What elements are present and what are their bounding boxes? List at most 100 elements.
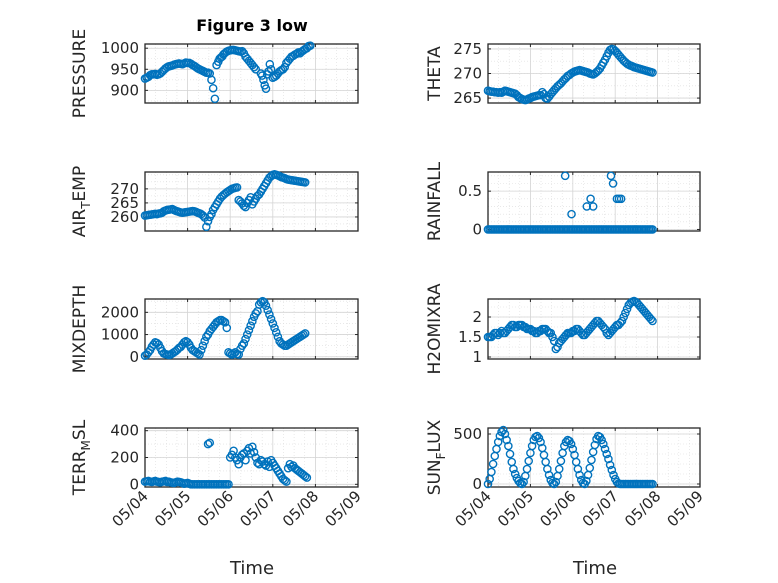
y-tick-label: 1.5	[458, 328, 482, 346]
data-point	[273, 332, 283, 342]
data-point	[266, 314, 276, 324]
data-point	[588, 202, 598, 211]
subplot-6: 1 1.5 2 H2OMIXRA	[425, 283, 701, 375]
y-axis-label: TERRMSL	[70, 419, 93, 496]
x-tick-label: 05/05	[494, 487, 537, 530]
data-point	[541, 457, 550, 467]
data-point	[619, 312, 628, 322]
y-axis-label-main: RAINFALL	[425, 161, 445, 241]
data-point	[241, 334, 250, 344]
data-point	[524, 456, 534, 466]
x-tick-label: 05/04	[452, 487, 495, 530]
y-tick-label: 900	[110, 81, 139, 99]
data-point	[527, 441, 537, 451]
subplot-4: 0 0.5 RAINFALL	[425, 161, 701, 241]
data-point	[582, 202, 592, 211]
data-point	[590, 440, 600, 450]
data-point	[488, 459, 498, 469]
series-markers	[140, 438, 312, 489]
x-axis-label-right: Time	[572, 558, 617, 579]
y-tick-label: 265	[110, 194, 139, 212]
data-point	[202, 222, 211, 232]
data-point	[575, 470, 584, 480]
data-point	[568, 444, 578, 454]
data-point	[606, 171, 616, 181]
y-axis-label: PRESSURE	[70, 29, 90, 118]
y-axis-label-subscript: T	[79, 201, 93, 210]
data-point	[265, 310, 274, 319]
data-point	[234, 350, 244, 359]
figure-title: Figure 3 low	[196, 16, 308, 35]
y-tick-label: 1000	[101, 39, 139, 57]
data-point	[242, 330, 252, 339]
data-point	[556, 456, 566, 466]
data-point	[198, 341, 208, 350]
data-point	[551, 477, 561, 487]
data-point	[608, 179, 618, 188]
axes-box	[144, 171, 359, 232]
data-point	[207, 209, 216, 219]
data-point	[509, 464, 518, 474]
data-point	[548, 332, 557, 342]
data-point	[205, 438, 215, 448]
y-tick-label: 2000	[101, 303, 139, 321]
data-point	[493, 437, 503, 447]
y-axis-label-tail: SL	[70, 419, 90, 440]
y-axis-label: SUNFLUX	[425, 419, 448, 495]
data-point	[241, 455, 250, 465]
x-tick-label: 05/08	[279, 487, 322, 530]
subplot-8: 05/04 05/05 05/06 05/07 05/08 05/09 0 500 SUNFLU…	[425, 419, 707, 530]
data-point	[300, 471, 310, 481]
x-tick-label: 05/06	[536, 487, 579, 530]
data-point	[586, 194, 595, 204]
y-axis-label: MIXDEPTH	[70, 285, 90, 374]
data-point	[292, 49, 301, 58]
y-tick-label: 950	[110, 60, 139, 78]
series-markers	[140, 41, 315, 104]
axes-box	[487, 171, 701, 232]
data-point	[239, 339, 249, 348]
axes-box	[144, 43, 359, 104]
data-point	[616, 194, 626, 204]
data-point	[299, 330, 308, 339]
data-point	[195, 350, 204, 359]
y-tick-label: 0.5	[458, 182, 482, 200]
y-tick-label: 0	[472, 475, 482, 493]
data-point	[502, 435, 511, 445]
data-point	[263, 305, 272, 315]
y-axis-label-subscript: M	[79, 440, 93, 450]
axes-box	[487, 427, 701, 488]
x-tick-label: 05/04	[109, 487, 152, 530]
data-point	[251, 309, 261, 318]
x-tick-label: 05/07	[236, 487, 279, 530]
y-tick-label: 0	[129, 348, 139, 366]
data-point	[200, 336, 209, 346]
data-point	[251, 64, 261, 74]
data-point	[305, 41, 315, 50]
data-point	[248, 442, 257, 452]
data-point	[203, 439, 213, 449]
y-tick-label: 400	[110, 422, 139, 440]
data-point	[487, 467, 496, 477]
x-tick-label: 05/05	[151, 487, 194, 530]
x-axis-label-left: Time	[229, 558, 274, 579]
y-tick-label: 1000	[101, 326, 139, 344]
data-point	[196, 345, 206, 355]
data-point	[229, 349, 238, 358]
y-tick-label: 260	[110, 208, 139, 226]
series-markers	[483, 425, 657, 489]
data-point	[500, 429, 510, 439]
y-axis-label-main: MIXDEPTH	[70, 285, 90, 374]
data-point	[567, 209, 576, 219]
series-markers	[483, 44, 657, 105]
data-point	[266, 64, 276, 74]
x-tick-label: 05/09	[664, 487, 707, 530]
subplot-1: 900 950 1000 PRESSURE	[70, 29, 359, 118]
y-tick-label: 2	[472, 308, 482, 326]
y-axis-label: RAINFALL	[425, 161, 445, 241]
data-point	[244, 325, 254, 335]
data-point	[300, 178, 310, 187]
data-point	[302, 473, 312, 482]
